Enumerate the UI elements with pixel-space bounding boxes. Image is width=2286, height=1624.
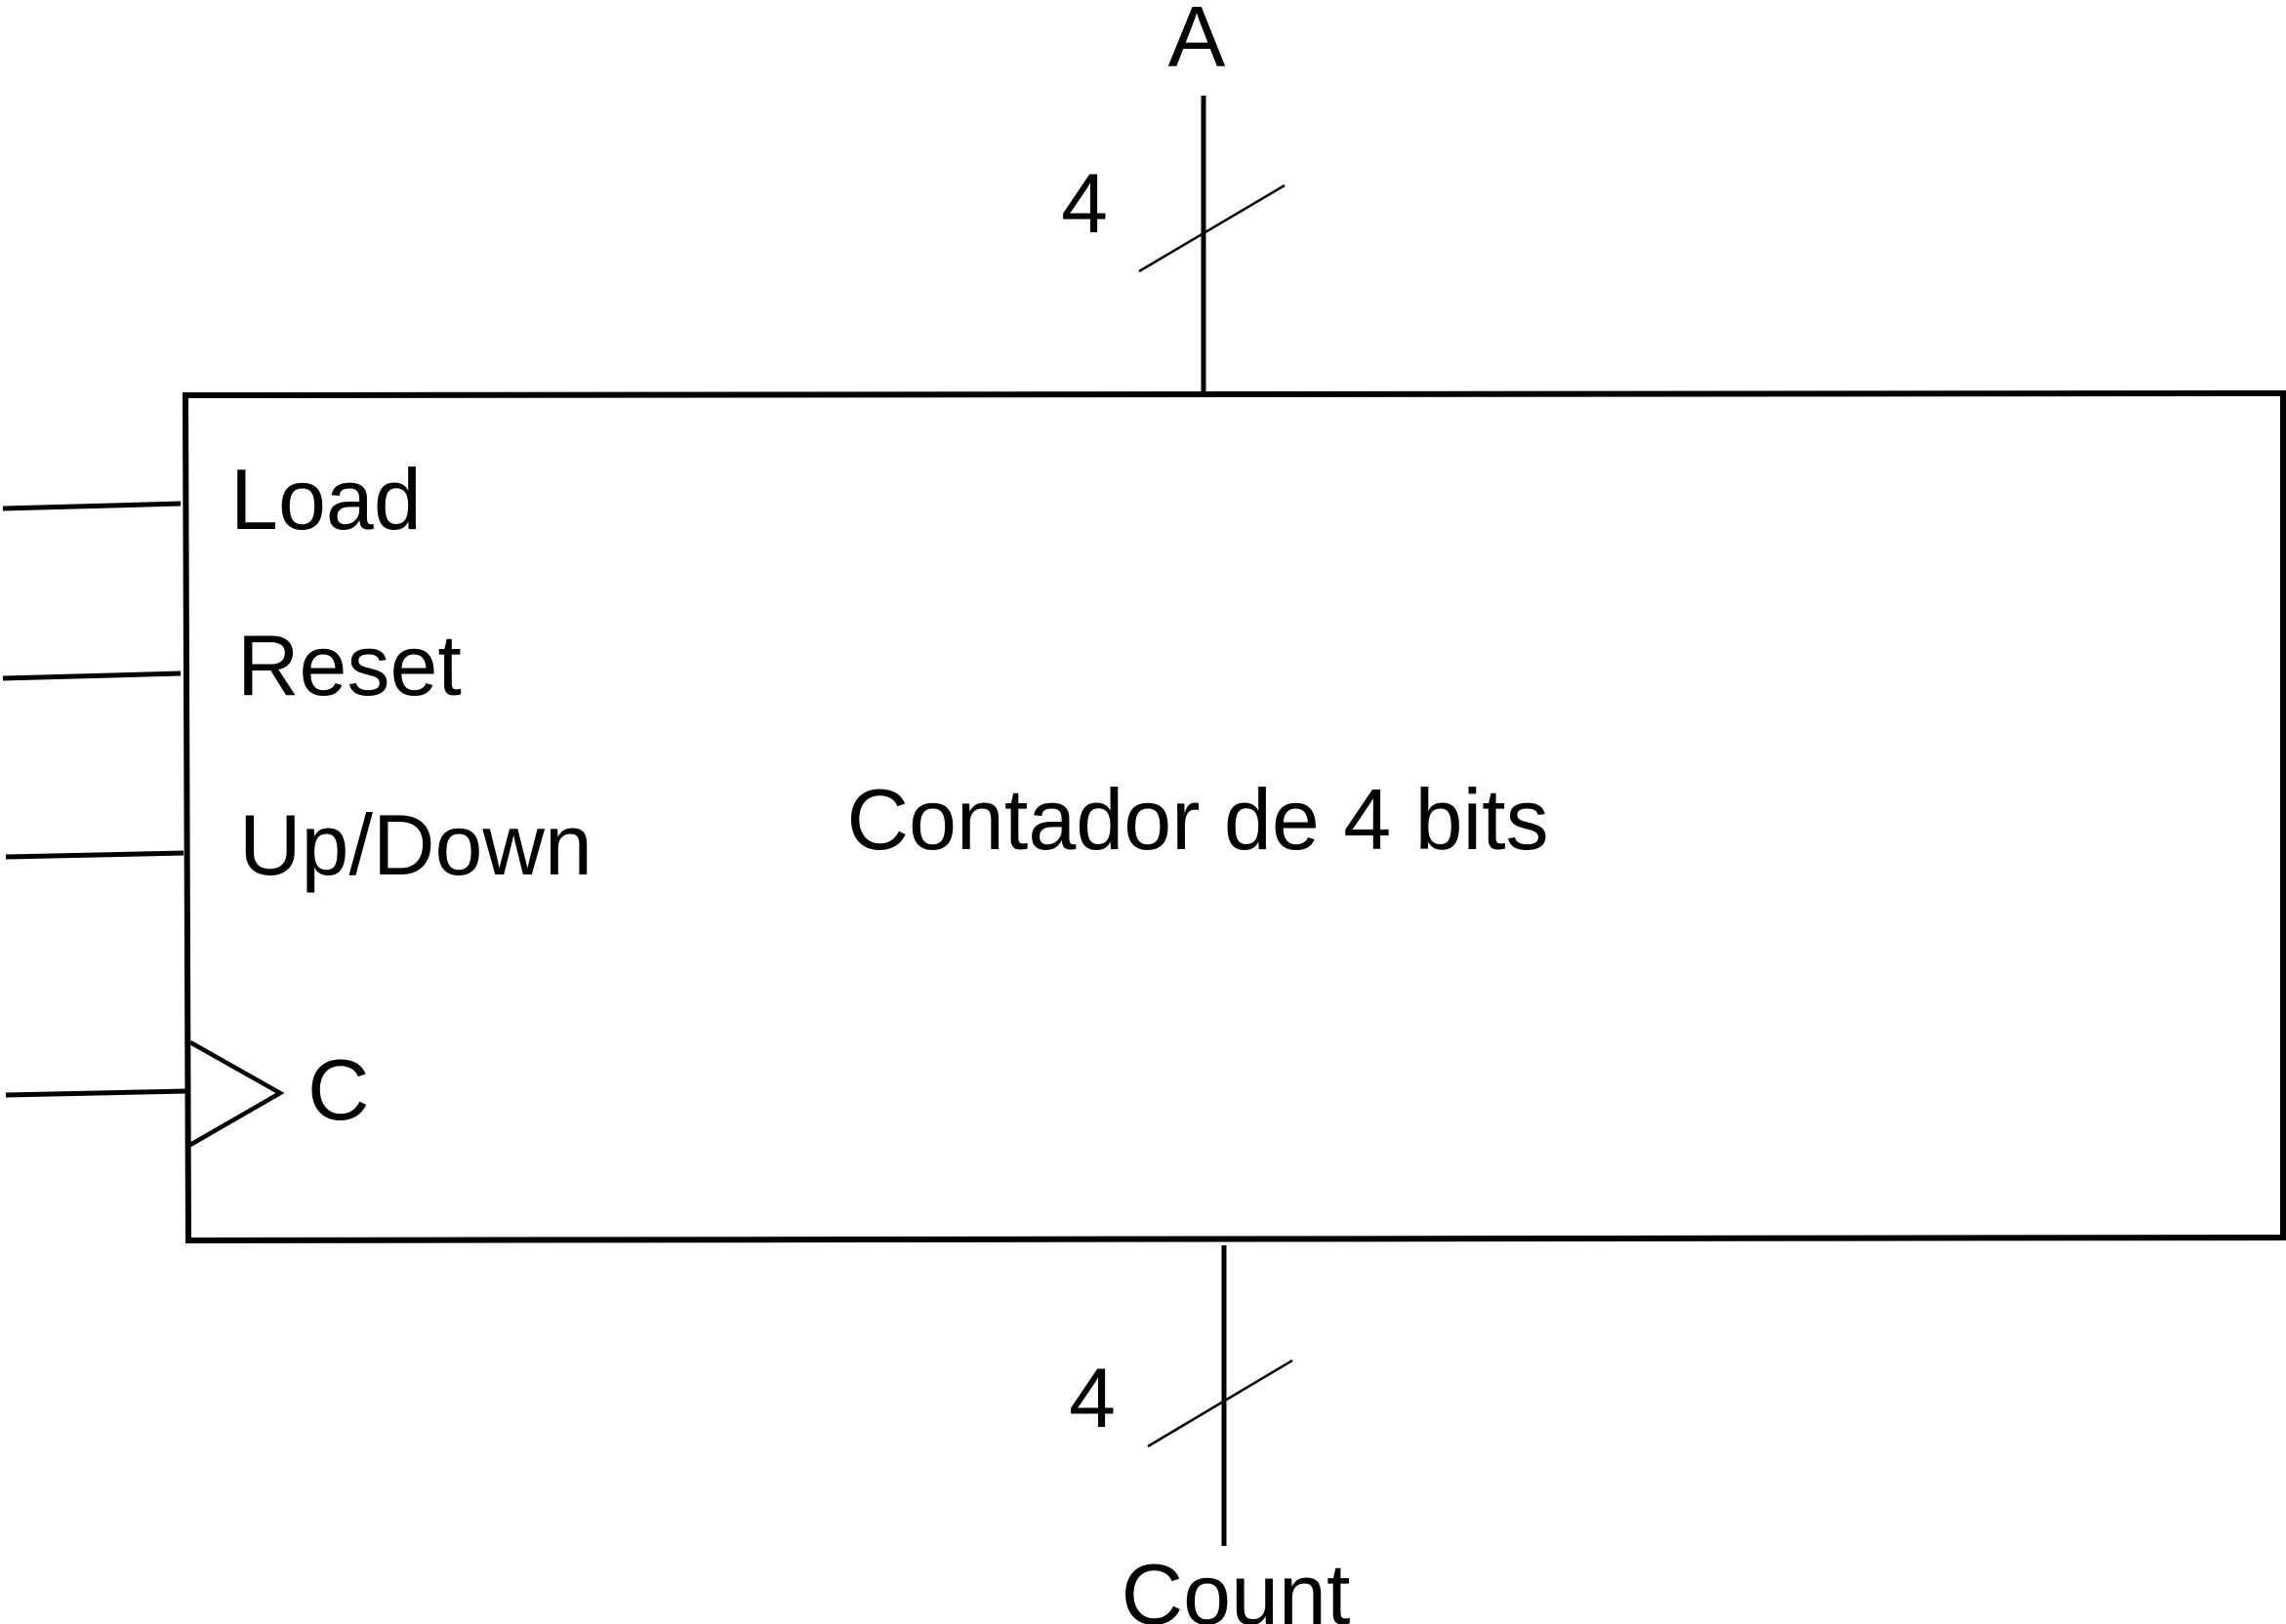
- load-input-wire: [2, 501, 182, 511]
- bus-a-label: A: [1168, 0, 1226, 85]
- up-down-pin-label: Up/Down: [239, 796, 592, 893]
- clock-triangle-icon: [188, 1040, 285, 1147]
- bus-a-width-slash: [1138, 183, 1286, 273]
- bus-count-width-slash: [1147, 1359, 1293, 1448]
- load-pin-label: Load: [230, 451, 422, 548]
- counter-block: [182, 389, 2286, 1244]
- reset-pin-label: Reset: [237, 617, 462, 713]
- counter-title: Contador de 4 bits: [846, 771, 1548, 868]
- clock-pin-label: C: [307, 1041, 370, 1138]
- bus-count-label: Count: [1122, 1546, 1351, 1624]
- reset-input-wire: [2, 670, 182, 681]
- up-down-input-wire: [5, 850, 184, 860]
- clock-input-wire: [5, 1088, 187, 1098]
- bus-a-width-label: 4: [1061, 157, 1108, 251]
- bus-count-width-label: 4: [1069, 1352, 1116, 1445]
